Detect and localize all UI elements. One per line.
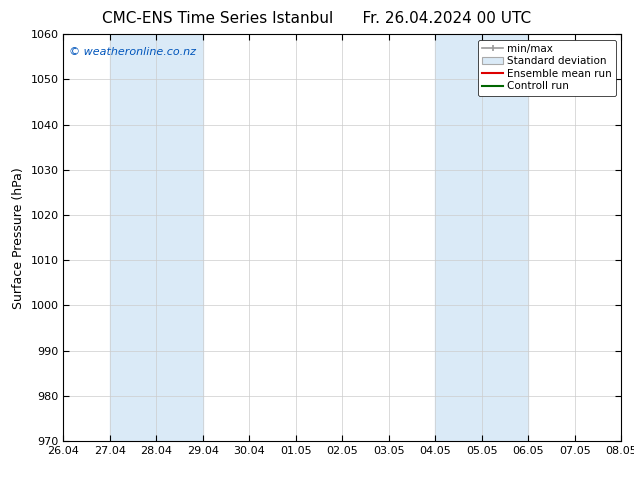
Text: © weatheronline.co.nz: © weatheronline.co.nz (69, 47, 196, 56)
Bar (436, 34, 528, 441)
Legend: min/max, Standard deviation, Ensemble mean run, Controll run: min/max, Standard deviation, Ensemble me… (478, 40, 616, 96)
Text: CMC-ENS Time Series Istanbul      Fr. 26.04.2024 00 UTC: CMC-ENS Time Series Istanbul Fr. 26.04.2… (103, 11, 531, 26)
Bar (110, 34, 203, 441)
Y-axis label: Surface Pressure (hPa): Surface Pressure (hPa) (12, 167, 25, 309)
